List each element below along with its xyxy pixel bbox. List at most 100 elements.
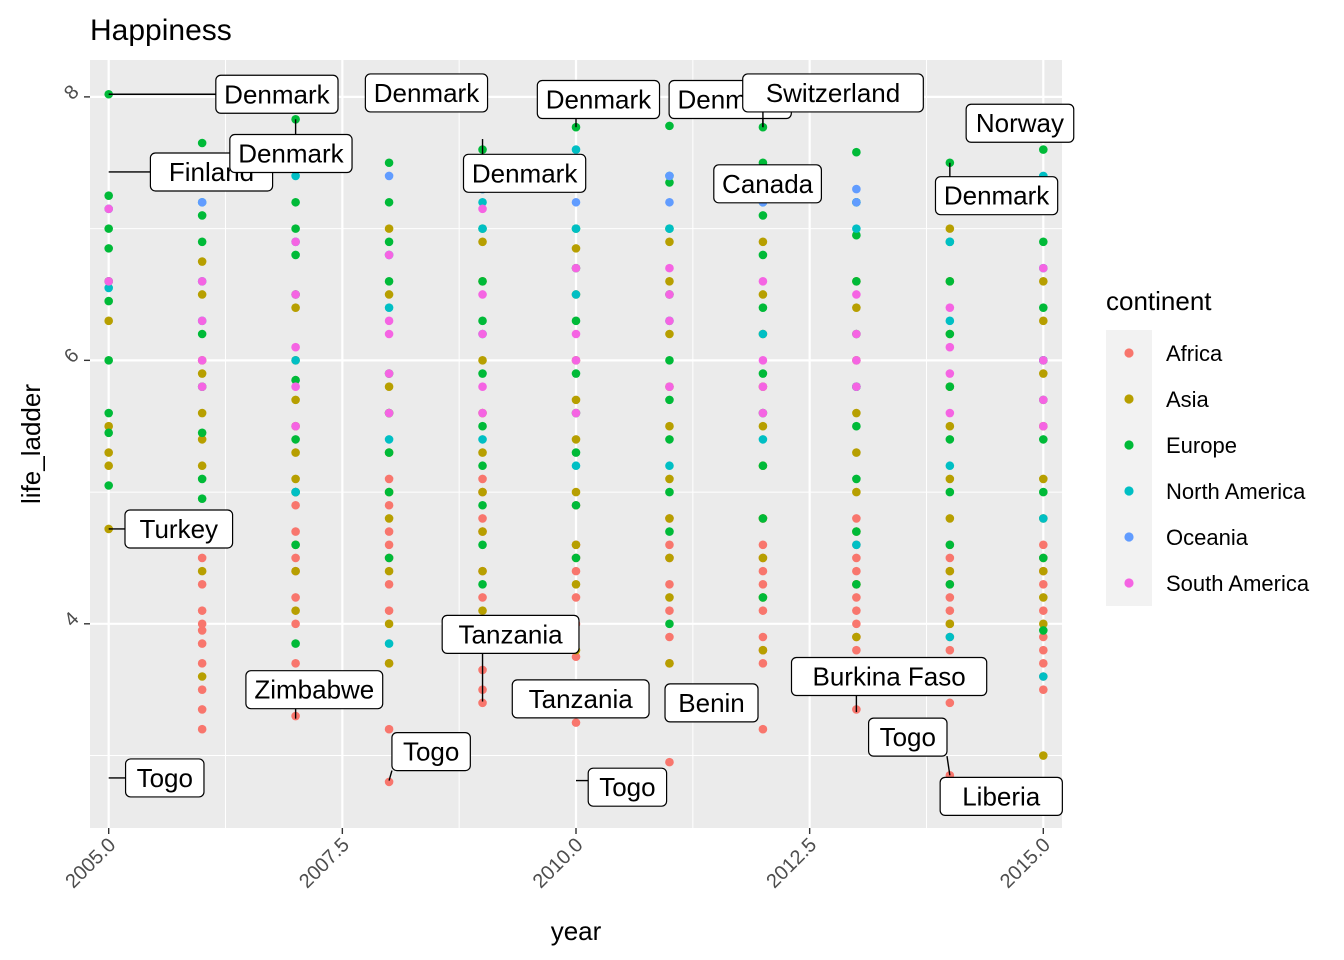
- data-point: [478, 224, 487, 233]
- data-point: [571, 395, 581, 405]
- data-point: [758, 369, 768, 378]
- data-point: [945, 540, 955, 550]
- y-axis-title: life_ladder: [16, 384, 46, 504]
- data-point: [852, 593, 861, 602]
- data-point: [571, 224, 581, 233]
- data-point: [852, 474, 861, 484]
- data-point: [665, 121, 674, 131]
- data-point: [1039, 579, 1048, 589]
- label-text: Zimbabwe: [254, 675, 374, 705]
- x-tick-label: 2015.0: [996, 834, 1055, 893]
- label-box: [511, 679, 650, 719]
- data-point: [665, 540, 674, 550]
- data-point: [291, 639, 300, 648]
- label-leader-line: [946, 756, 951, 776]
- data-point: [758, 566, 768, 576]
- data-point: [197, 408, 207, 418]
- country-label: Togo: [388, 731, 471, 781]
- y-tick-label: 4: [60, 608, 83, 631]
- data-point: [665, 435, 674, 444]
- data-point: [571, 316, 581, 326]
- data-point: [197, 579, 207, 589]
- country-label: Togo: [867, 717, 951, 776]
- legend-label: North America: [1166, 479, 1306, 504]
- data-point: [1039, 145, 1048, 154]
- data-point: [945, 408, 955, 418]
- data-point: [1039, 619, 1048, 629]
- data-point: [197, 277, 207, 286]
- label-box: [364, 73, 489, 113]
- data-point: [291, 237, 300, 247]
- data-point: [852, 184, 861, 194]
- data-point: [291, 224, 300, 233]
- data-point: [758, 659, 768, 668]
- y-tick-label: 6: [60, 344, 83, 367]
- data-point: [291, 619, 300, 629]
- data-point: [197, 257, 207, 266]
- legend-swatch: [1124, 394, 1134, 404]
- data-point: [1039, 316, 1048, 326]
- data-point: [665, 237, 674, 247]
- data-point: [104, 448, 113, 457]
- data-point: [197, 435, 207, 444]
- data-point: [665, 277, 674, 286]
- data-point: [665, 553, 674, 563]
- data-point: [291, 421, 300, 431]
- label-box: [934, 176, 1059, 216]
- label-box: [229, 133, 353, 174]
- data-point: [478, 461, 487, 471]
- data-point: [197, 553, 207, 563]
- data-point: [1039, 303, 1048, 312]
- data-point: [104, 481, 113, 490]
- data-point: [665, 619, 674, 629]
- label-text: Liberia: [962, 781, 1041, 811]
- data-point: [1039, 514, 1048, 523]
- data-point: [478, 593, 487, 602]
- data-point: [197, 672, 207, 681]
- data-point: [478, 606, 487, 615]
- data-point: [291, 375, 300, 385]
- data-point: [945, 645, 955, 655]
- legend-title: continent: [1106, 286, 1212, 316]
- data-point: [758, 290, 768, 299]
- data-point: [478, 514, 487, 523]
- data-point: [571, 263, 581, 273]
- country-label: Denmark: [108, 74, 339, 114]
- label-box: [391, 731, 471, 772]
- y-tick-label: 8: [60, 81, 83, 104]
- data-point: [665, 527, 674, 536]
- data-point: [945, 277, 955, 286]
- data-point: [1039, 474, 1048, 484]
- data-point: [945, 632, 955, 642]
- data-point: [852, 356, 861, 365]
- data-point: [384, 777, 394, 787]
- country-label: Canada: [713, 164, 822, 204]
- data-point: [1039, 593, 1048, 602]
- data-point: [571, 652, 581, 662]
- legend-label: Europe: [1166, 433, 1237, 458]
- data-point: [665, 290, 674, 299]
- country-label: Norway: [965, 103, 1075, 143]
- data-point: [758, 435, 768, 444]
- label-box: [536, 79, 661, 120]
- data-point: [571, 487, 581, 497]
- country-label: Denmark: [462, 139, 587, 193]
- data-point: [104, 408, 113, 418]
- data-point: [384, 158, 394, 168]
- data-point: [852, 382, 861, 391]
- data-point: [384, 290, 394, 299]
- data-point: [384, 553, 394, 563]
- x-tick-label: 2007.5: [295, 834, 354, 893]
- label-text: Denmark: [374, 78, 480, 108]
- country-label: Burkina Faso: [790, 656, 988, 713]
- data-point: [384, 724, 394, 734]
- data-point: [1039, 421, 1048, 431]
- data-point: [291, 250, 300, 260]
- data-point: [384, 500, 394, 510]
- data-point: [945, 369, 955, 378]
- data-point: [197, 138, 207, 148]
- data-point: [104, 316, 113, 326]
- data-point: [571, 408, 581, 418]
- data-point: [758, 461, 768, 471]
